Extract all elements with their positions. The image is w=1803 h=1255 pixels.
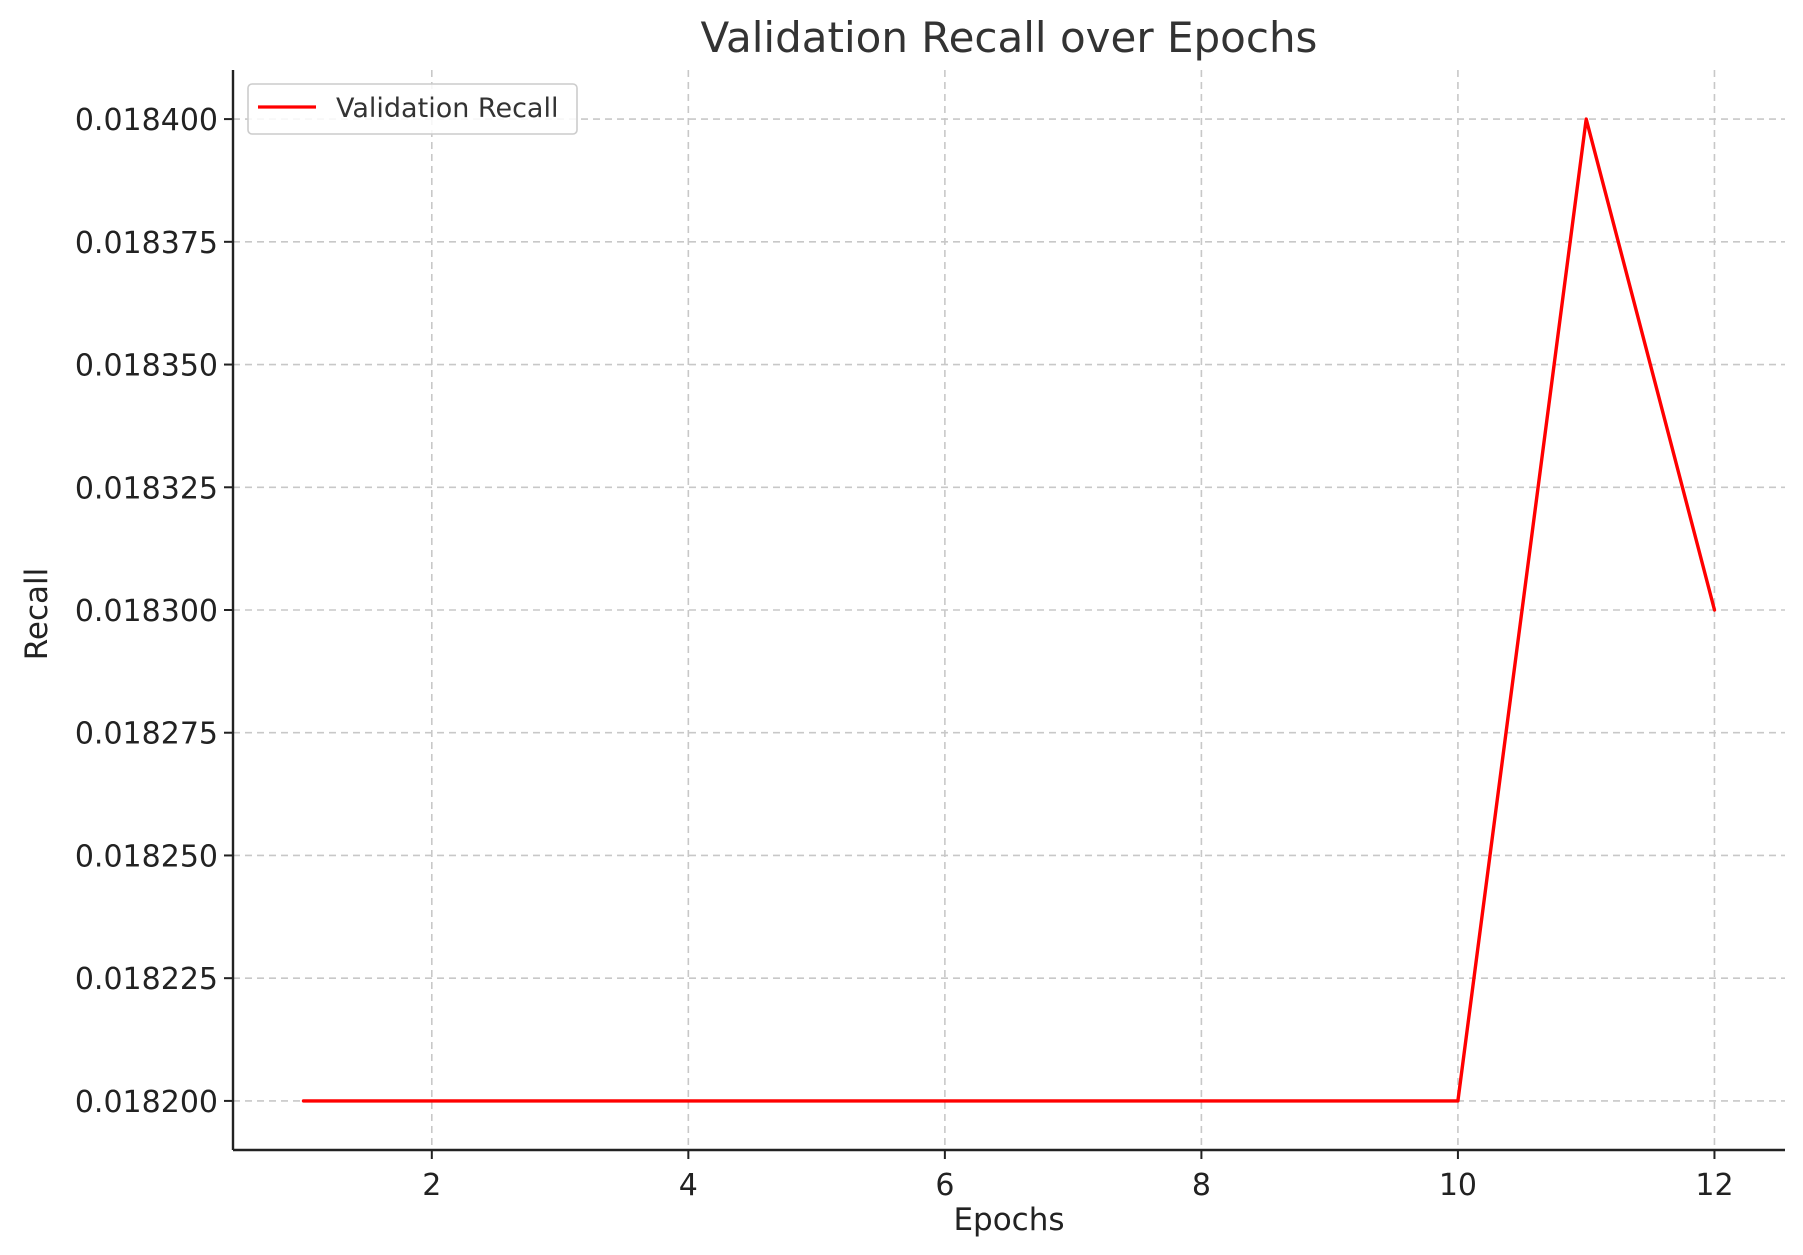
y-tick-label: 0.018275 (75, 717, 218, 752)
x-tick-label: 10 (1439, 1168, 1477, 1203)
series-line-validation-recall (301, 117, 1717, 1103)
legend: Validation Recall (247, 83, 578, 135)
y-tick-label: 0.018200 (75, 1085, 218, 1120)
y-tick-label: 0.018225 (75, 962, 218, 997)
x-tick-label: 8 (1192, 1168, 1211, 1203)
y-tick-label: 0.018350 (75, 349, 218, 384)
x-axis-label: Epochs (953, 1202, 1064, 1238)
y-tick-label: 0.018300 (75, 594, 218, 629)
x-tick-label: 4 (679, 1168, 698, 1203)
y-tick-label: 0.018375 (75, 226, 218, 261)
x-tick-label: 12 (1695, 1168, 1733, 1203)
y-tick-label: 0.018250 (75, 839, 218, 874)
x-tick-label: 2 (422, 1168, 441, 1203)
y-tick-label: 0.018400 (75, 103, 218, 138)
y-tick-label: 0.018325 (75, 471, 218, 506)
chart-title: Validation Recall over Epochs (701, 13, 1318, 62)
y-axis-label: Recall (19, 568, 55, 661)
legend-box (247, 83, 578, 135)
x-axis-ticks: 2 4 6 8 10 12 (422, 1150, 1734, 1203)
legend-label: Validation Recall (336, 93, 558, 124)
grid (233, 70, 1785, 1150)
y-axis-ticks: 0.018200 0.018225 0.018250 0.018275 0.018300… (75, 103, 233, 1120)
series-group (301, 117, 1717, 1103)
x-tick-label: 6 (935, 1168, 954, 1203)
